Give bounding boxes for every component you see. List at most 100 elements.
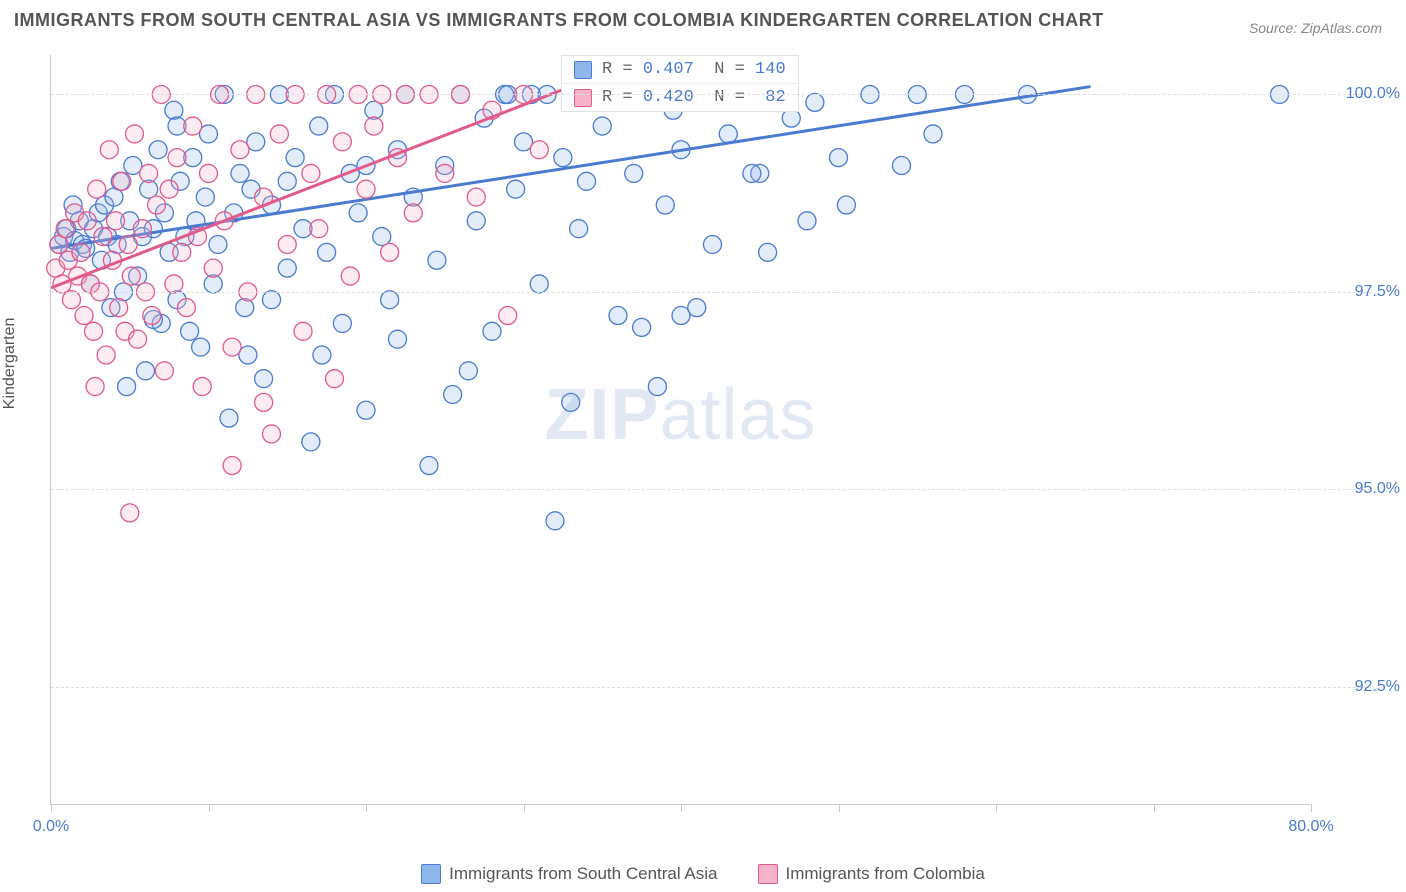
data-point bbox=[278, 259, 296, 277]
data-point bbox=[193, 378, 211, 396]
stats-text-series1: R = 0.407 N = 140 bbox=[602, 60, 786, 79]
data-point bbox=[192, 338, 210, 356]
data-point bbox=[318, 243, 336, 261]
legend-label-series2: Immigrants from Colombia bbox=[786, 864, 985, 884]
stats-row-series1: R = 0.407 N = 140 bbox=[562, 56, 798, 83]
x-tick-label: 0.0% bbox=[33, 818, 69, 836]
data-point bbox=[78, 212, 96, 230]
data-point bbox=[100, 141, 118, 159]
data-point bbox=[333, 133, 351, 151]
x-tick bbox=[1154, 804, 1155, 812]
data-point bbox=[656, 196, 674, 214]
data-point bbox=[125, 125, 143, 143]
data-point bbox=[278, 172, 296, 190]
data-point bbox=[389, 330, 407, 348]
x-tick bbox=[366, 804, 367, 812]
gridline bbox=[51, 687, 1371, 688]
data-point bbox=[625, 164, 643, 182]
x-tick bbox=[681, 804, 682, 812]
data-point bbox=[672, 307, 690, 325]
data-point bbox=[143, 307, 161, 325]
data-point bbox=[924, 125, 942, 143]
data-point bbox=[149, 141, 167, 159]
data-point bbox=[428, 251, 446, 269]
data-point bbox=[562, 393, 580, 411]
data-point bbox=[302, 433, 320, 451]
data-point bbox=[220, 409, 238, 427]
data-point bbox=[255, 393, 273, 411]
data-point bbox=[381, 291, 399, 309]
data-point bbox=[349, 204, 367, 222]
data-point bbox=[56, 220, 74, 238]
data-point bbox=[196, 188, 214, 206]
data-point bbox=[798, 212, 816, 230]
data-point bbox=[444, 385, 462, 403]
data-point bbox=[333, 314, 351, 332]
data-point bbox=[204, 259, 222, 277]
data-point bbox=[609, 307, 627, 325]
legend-label-series1: Immigrants from South Central Asia bbox=[449, 864, 717, 884]
stats-text-series2: R = 0.420 N = 82 bbox=[602, 88, 786, 107]
data-point bbox=[121, 504, 139, 522]
data-point bbox=[88, 180, 106, 198]
data-point bbox=[743, 164, 761, 182]
data-point bbox=[97, 346, 115, 364]
swatch-series1 bbox=[574, 61, 592, 79]
x-tick bbox=[209, 804, 210, 812]
data-point bbox=[168, 149, 186, 167]
data-point bbox=[137, 362, 155, 380]
data-point bbox=[381, 243, 399, 261]
data-point bbox=[133, 220, 151, 238]
data-point bbox=[719, 125, 737, 143]
data-point bbox=[184, 117, 202, 135]
y-tick-label: 97.5% bbox=[1320, 283, 1400, 301]
data-point bbox=[107, 212, 125, 230]
data-point bbox=[302, 164, 320, 182]
data-point bbox=[140, 164, 158, 182]
x-tick bbox=[524, 804, 525, 812]
legend-swatch-series1 bbox=[421, 864, 441, 884]
data-point bbox=[75, 307, 93, 325]
data-point bbox=[357, 401, 375, 419]
stats-legend-box: R = 0.407 N = 140 R = 0.420 N = 82 bbox=[561, 55, 799, 112]
legend-swatch-series2 bbox=[758, 864, 778, 884]
y-tick-label: 95.0% bbox=[1320, 480, 1400, 498]
data-point bbox=[578, 172, 596, 190]
y-axis-label: Kindergarten bbox=[1, 318, 19, 410]
data-point bbox=[530, 141, 548, 159]
data-point bbox=[759, 243, 777, 261]
data-point bbox=[704, 235, 722, 253]
data-point bbox=[231, 141, 249, 159]
data-point bbox=[633, 318, 651, 336]
gridline bbox=[51, 292, 1371, 293]
data-point bbox=[420, 457, 438, 475]
legend-item-series2: Immigrants from Colombia bbox=[758, 864, 985, 884]
source-attribution: Source: ZipAtlas.com bbox=[1249, 20, 1382, 36]
data-point bbox=[278, 235, 296, 253]
data-point bbox=[365, 117, 383, 135]
data-point bbox=[181, 322, 199, 340]
x-tick bbox=[1311, 804, 1312, 812]
data-point bbox=[483, 322, 501, 340]
data-point bbox=[294, 322, 312, 340]
data-point bbox=[286, 149, 304, 167]
swatch-series2 bbox=[574, 89, 592, 107]
data-point bbox=[507, 180, 525, 198]
data-point bbox=[357, 180, 375, 198]
chart-title: IMMIGRANTS FROM SOUTH CENTRAL ASIA VS IM… bbox=[14, 10, 1104, 31]
data-point bbox=[570, 220, 588, 238]
data-point bbox=[165, 101, 183, 119]
data-point bbox=[209, 235, 227, 253]
data-point bbox=[546, 512, 564, 530]
data-point bbox=[118, 378, 136, 396]
data-point bbox=[837, 196, 855, 214]
data-point bbox=[326, 370, 344, 388]
data-point bbox=[593, 117, 611, 135]
data-point bbox=[893, 157, 911, 175]
data-point bbox=[499, 307, 517, 325]
data-point bbox=[223, 457, 241, 475]
data-point bbox=[231, 164, 249, 182]
data-point bbox=[85, 322, 103, 340]
data-point bbox=[310, 220, 328, 238]
data-point bbox=[341, 267, 359, 285]
